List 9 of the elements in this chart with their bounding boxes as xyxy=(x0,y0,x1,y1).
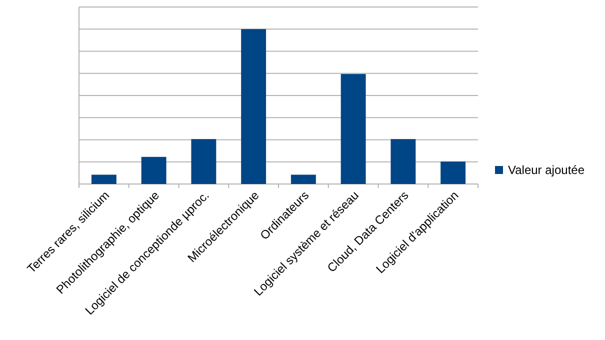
legend-label: Valeur ajoutée xyxy=(508,163,585,177)
bar xyxy=(290,174,316,184)
bar xyxy=(241,29,266,184)
bar xyxy=(390,139,416,184)
bar xyxy=(440,162,466,184)
bar xyxy=(340,74,366,184)
bar xyxy=(191,139,216,184)
bar xyxy=(91,174,116,184)
bar xyxy=(141,156,166,184)
